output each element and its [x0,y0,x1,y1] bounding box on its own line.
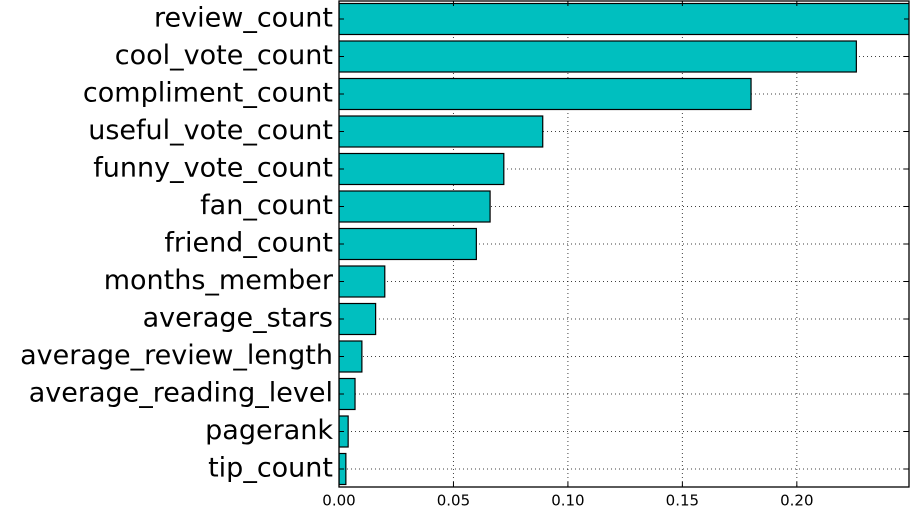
x-tick-label: 0.20 [780,492,813,510]
bar-fan-count [339,190,491,223]
category-label: average_reading_level [29,378,333,409]
category-label: funny_vote_count [93,153,333,184]
category-label: months_member [104,265,334,296]
category-label: review_count [154,3,333,34]
x-tick-label: 0.15 [666,492,699,510]
x-tick-label: 0.05 [437,492,470,510]
bar-funny-vote-count [339,152,505,186]
x-tick-label: 0.00 [322,492,355,510]
bar-average-review-length [339,340,363,373]
category-label: friend_count [164,228,333,259]
bar-friend-count [339,227,477,261]
category-label: compliment_count [83,78,333,109]
category-label: pagerank [205,415,333,446]
bar-average-reading-level [339,377,356,411]
bars [339,2,909,486]
bar-review-count [339,2,909,36]
bar-useful-vote-count [339,115,544,148]
plot-frame [338,0,910,488]
category-label: fan_count [200,190,333,221]
x-tick-label: 0.10 [551,492,584,510]
bar-compliment-count [339,77,752,111]
bar-average-stars [339,302,377,336]
category-label: tip_count [208,453,333,484]
category-label: cool_vote_count [115,40,333,71]
category-label: useful_vote_count [88,115,333,146]
category-label: average_review_length [20,340,333,371]
category-labels: review_count cool_vote_count compliment_co… [20,3,334,484]
category-label: average_stars [143,303,333,334]
bar-months-member [339,265,386,298]
bar-cool-vote-count [339,40,857,73]
x-axis-ticks: 0.00 0.05 0.10 0.15 0.20 [322,1,909,510]
